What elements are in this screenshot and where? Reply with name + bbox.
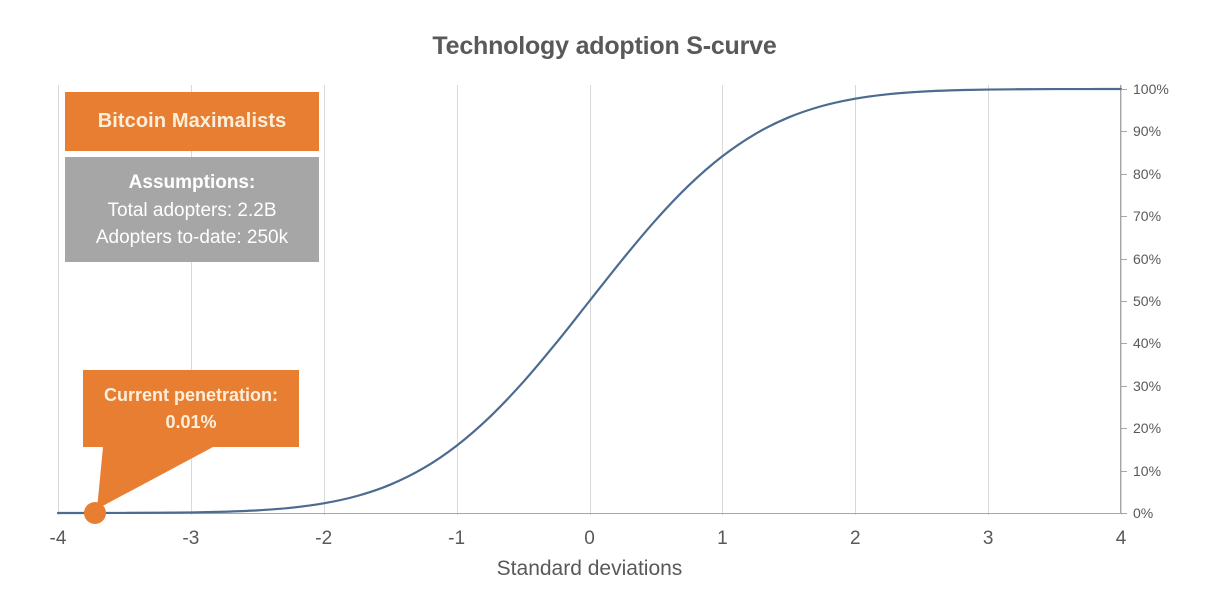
y-tick-label: 40%	[1133, 335, 1162, 352]
x-tick-label: -2	[315, 528, 333, 549]
assumptions-heading: Assumptions:	[128, 172, 256, 194]
y-axis-tick	[1121, 89, 1127, 90]
y-axis-tick	[1121, 386, 1127, 387]
y-axis-tick	[1121, 131, 1127, 132]
y-axis-tick	[1121, 174, 1127, 175]
y-axis-tick	[1121, 428, 1127, 429]
y-axis-line	[1120, 85, 1121, 514]
y-axis-tick	[1121, 301, 1127, 302]
legend-title-box: Bitcoin Maximalists	[65, 92, 319, 151]
gridline-vertical	[855, 85, 857, 515]
gridline-vertical	[58, 85, 59, 515]
gridline-vertical	[323, 85, 325, 515]
y-tick-label: 30%	[1133, 377, 1162, 394]
y-axis-tick	[1121, 513, 1127, 514]
y-tick-label: 100%	[1133, 81, 1169, 97]
y-tick-label: 80%	[1133, 165, 1162, 182]
assumption-total-adopters: Total adopters: 2.2B	[107, 199, 277, 221]
x-tick-label: 4	[1115, 528, 1127, 549]
y-tick-label: 10%	[1133, 462, 1162, 479]
x-axis-line	[58, 513, 1121, 514]
gridline-vertical	[722, 85, 724, 515]
y-axis-tick	[1121, 471, 1127, 472]
current-penetration-marker[interactable]	[84, 501, 107, 524]
gridline-vertical	[589, 85, 591, 515]
x-tick-label: -4	[49, 528, 67, 549]
legend-title-label: Bitcoin Maximalists	[97, 110, 287, 132]
y-tick-label: 0%	[1133, 505, 1154, 521]
x-axis-title: Standard deviations	[496, 557, 683, 580]
y-axis-tick	[1121, 259, 1127, 260]
y-tick-label: 20%	[1133, 420, 1162, 437]
y-tick-label: 60%	[1133, 250, 1162, 267]
x-tick-label: 1	[717, 528, 728, 549]
callout-value: 0.01%	[165, 411, 217, 432]
gridline-vertical	[1121, 85, 1122, 515]
gridline-vertical	[988, 85, 990, 515]
y-tick-label: 70%	[1133, 208, 1162, 225]
y-axis-tick	[1121, 343, 1127, 344]
gridline-vertical	[456, 85, 458, 515]
callout-label: Current penetration:	[103, 384, 278, 405]
assumption-adopters-to-date: Adopters to-date: 250k	[95, 227, 289, 249]
chart-title: Technology adoption S-curve	[432, 32, 777, 60]
y-tick-label: 50%	[1133, 293, 1162, 309]
x-tick-label: -1	[448, 528, 466, 549]
x-tick-label: -3	[182, 528, 200, 549]
x-tick-label: 3	[982, 528, 994, 549]
x-tick-label: 2	[849, 528, 861, 549]
current-penetration-callout: Current penetration: 0.01%	[83, 370, 299, 447]
assumptions-box: Assumptions: Total adopters: 2.2B Adopte…	[65, 157, 319, 262]
x-tick-label: 0	[584, 528, 595, 549]
y-axis-tick	[1121, 216, 1127, 217]
y-tick-label: 90%	[1133, 123, 1162, 140]
